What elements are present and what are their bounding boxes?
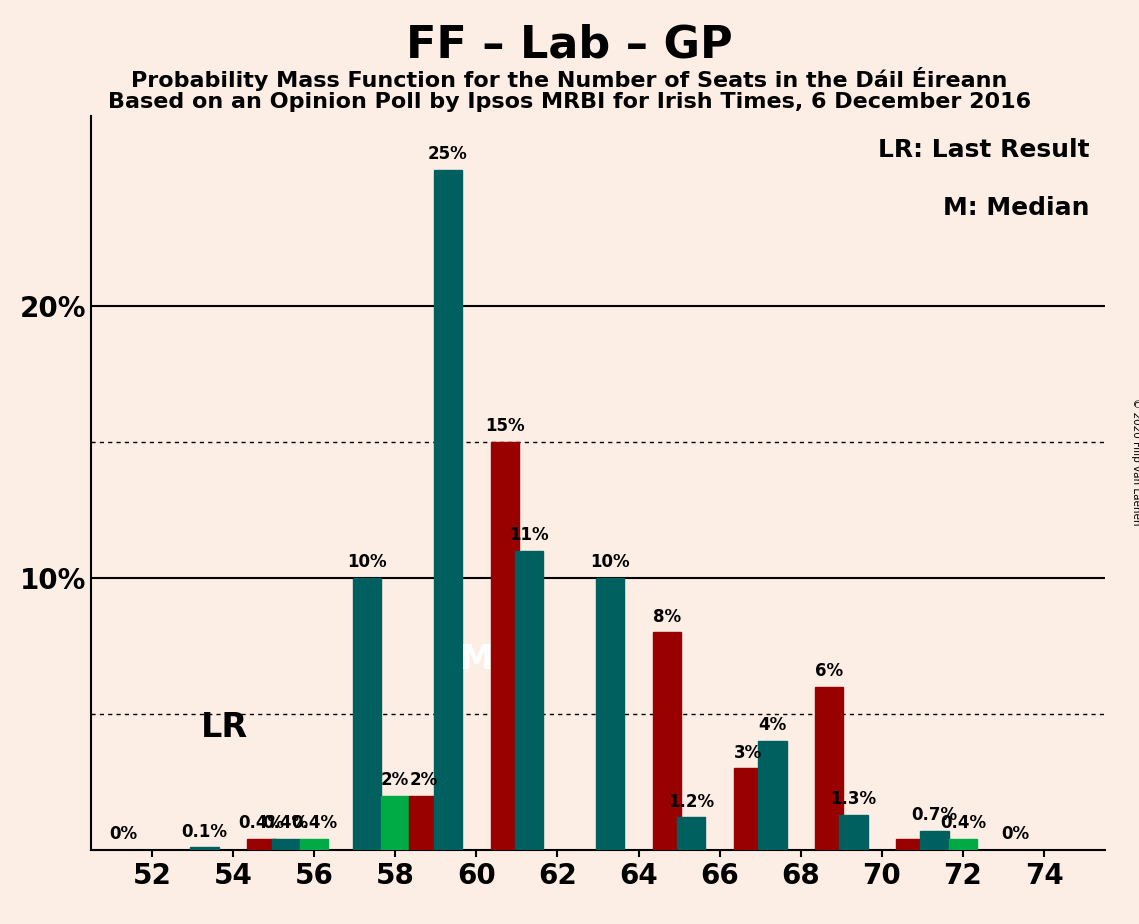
Bar <box>920 831 949 850</box>
Bar <box>839 815 868 850</box>
Text: 10%: 10% <box>590 553 630 571</box>
Text: 25%: 25% <box>428 145 468 164</box>
Text: 0%: 0% <box>1001 825 1030 844</box>
Bar <box>653 632 681 850</box>
Text: 15%: 15% <box>485 417 525 435</box>
Text: 0.4%: 0.4% <box>940 814 986 833</box>
Bar <box>734 769 762 850</box>
Bar <box>677 818 705 850</box>
Bar <box>190 847 219 850</box>
Bar <box>353 578 382 850</box>
Text: 2%: 2% <box>382 771 409 789</box>
Text: © 2020 Filip van Laenen: © 2020 Filip van Laenen <box>1131 398 1139 526</box>
Text: 0.1%: 0.1% <box>181 822 228 841</box>
Bar <box>814 687 843 850</box>
Text: 6%: 6% <box>816 662 843 680</box>
Text: M: Median: M: Median <box>943 196 1090 220</box>
Bar <box>896 839 925 850</box>
Text: 4%: 4% <box>759 716 786 735</box>
Text: M: M <box>460 643 493 676</box>
Bar <box>434 170 462 850</box>
Bar <box>515 551 543 850</box>
Bar <box>596 578 624 850</box>
Text: FF – Lab – GP: FF – Lab – GP <box>407 23 732 67</box>
Bar <box>382 796 409 850</box>
Bar <box>409 796 437 850</box>
Text: 2%: 2% <box>410 771 437 789</box>
Bar <box>247 839 276 850</box>
Text: 0.4%: 0.4% <box>292 814 337 833</box>
Bar <box>491 442 519 850</box>
Bar <box>949 839 977 850</box>
Text: 10%: 10% <box>347 553 386 571</box>
Text: 1.3%: 1.3% <box>830 790 877 808</box>
Text: 0%: 0% <box>109 825 138 844</box>
Text: 3%: 3% <box>734 744 762 761</box>
Text: 0.4%: 0.4% <box>238 814 285 833</box>
Text: Probability Mass Function for the Number of Seats in the Dáil Éireann: Probability Mass Function for the Number… <box>131 67 1008 91</box>
Text: LR: LR <box>200 711 247 744</box>
Bar <box>271 839 300 850</box>
Bar <box>759 741 787 850</box>
Bar <box>300 839 328 850</box>
Text: 1.2%: 1.2% <box>669 793 714 810</box>
Text: 11%: 11% <box>509 526 549 544</box>
Text: Based on an Opinion Poll by Ipsos MRBI for Irish Times, 6 December 2016: Based on an Opinion Poll by Ipsos MRBI f… <box>108 92 1031 113</box>
Text: LR: Last Result: LR: Last Result <box>878 138 1090 162</box>
Text: 8%: 8% <box>653 608 681 626</box>
Text: 0.7%: 0.7% <box>911 807 958 824</box>
Text: 0.4%: 0.4% <box>263 814 309 833</box>
